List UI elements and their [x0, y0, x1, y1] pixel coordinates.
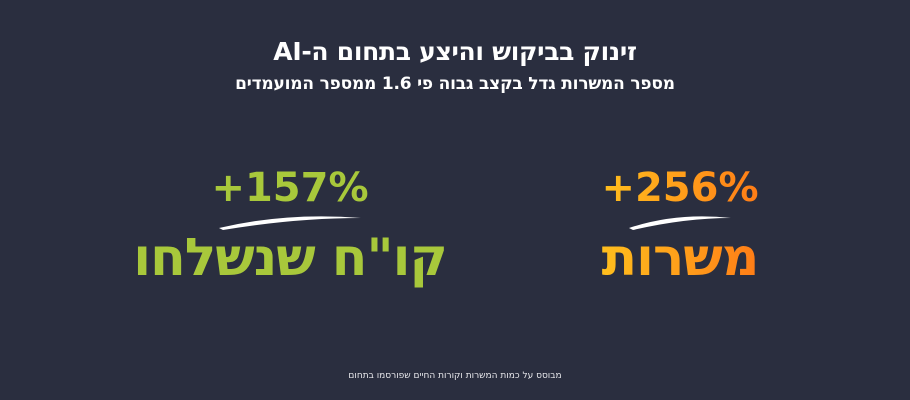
page-subtitle: מספר המשרות גדל בקצב גבוה פי 1.6 ממספר ה…: [235, 74, 675, 94]
resumes-percent: +157%: [211, 165, 369, 211]
jobs-label: משרות: [560, 228, 800, 288]
stat-resumes: +157% קו"ח שנשלחו: [100, 164, 480, 288]
jobs-percent: +256%: [560, 164, 800, 212]
page-title: זינוק בביקוש והיצע בתחום ה-AI: [273, 37, 637, 66]
resumes-label: קו"ח שנשלחו: [133, 228, 448, 288]
swoosh-underline-icon: [219, 216, 361, 230]
swoosh-underline-icon: [629, 216, 731, 230]
header: זינוק בביקוש והיצע בתחום ה-AI מספר המשרו…: [0, 36, 910, 96]
footnote: מבוסס על כמות המשרות וקורות החיים שפורסמ…: [348, 371, 562, 381]
stat-jobs: +256% משרות: [560, 164, 800, 288]
